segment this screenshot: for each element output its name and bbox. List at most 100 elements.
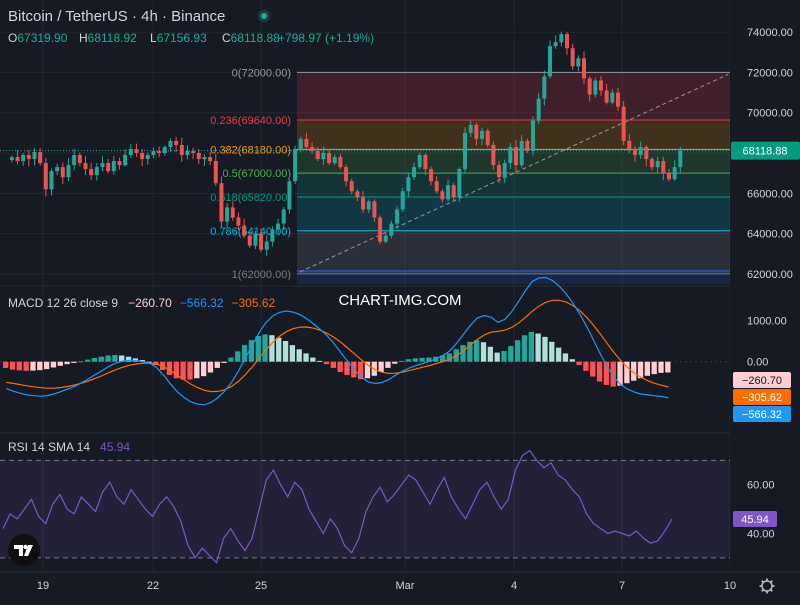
- candle-body[interactable]: [276, 223, 281, 230]
- macd-histogram-bar[interactable]: [583, 361, 589, 371]
- candle-body[interactable]: [89, 169, 94, 176]
- candle-body[interactable]: [208, 157, 213, 162]
- macd-histogram-bar[interactable]: [426, 357, 432, 362]
- candle-body[interactable]: [253, 233, 258, 246]
- macd-histogram-bar[interactable]: [392, 361, 398, 364]
- candle-body[interactable]: [417, 155, 422, 168]
- macd-histogram-bar[interactable]: [173, 361, 179, 379]
- candle-body[interactable]: [281, 209, 286, 224]
- macd-histogram-bar[interactable]: [398, 360, 405, 362]
- macd-histogram-bar[interactable]: [337, 361, 343, 373]
- candle-body[interactable]: [502, 163, 507, 178]
- macd-histogram-bar[interactable]: [467, 341, 473, 362]
- macd-histogram-bar[interactable]: [276, 337, 282, 362]
- candle-body[interactable]: [145, 155, 150, 160]
- macd-histogram-bar[interactable]: [187, 361, 193, 380]
- candle-body[interactable]: [525, 140, 530, 151]
- candle-body[interactable]: [106, 163, 111, 172]
- candle-body[interactable]: [225, 207, 230, 222]
- candle-body[interactable]: [298, 138, 303, 149]
- candle-body[interactable]: [497, 165, 502, 178]
- macd-histogram-bar[interactable]: [132, 358, 139, 362]
- candle-body[interactable]: [559, 34, 564, 43]
- candle-body[interactable]: [26, 155, 31, 160]
- candle-body[interactable]: [157, 150, 162, 154]
- candle-body[interactable]: [327, 153, 332, 164]
- macd-histogram-bar[interactable]: [248, 340, 255, 362]
- macd-histogram-bar[interactable]: [50, 361, 57, 368]
- candle-body[interactable]: [389, 223, 394, 236]
- fib-trend-line[interactable]: [299, 73, 729, 273]
- macd-histogram-bar[interactable]: [378, 361, 384, 373]
- candle-body[interactable]: [412, 167, 417, 178]
- macd-histogram-bar[interactable]: [508, 345, 514, 362]
- candle-body[interactable]: [468, 124, 473, 133]
- candle-body[interactable]: [666, 173, 671, 180]
- candle-body[interactable]: [162, 146, 167, 154]
- macd-histogram-bar[interactable]: [617, 361, 623, 386]
- macd-histogram-bar[interactable]: [119, 355, 125, 362]
- macd-histogram-bar[interactable]: [303, 353, 309, 362]
- candle-body[interactable]: [632, 148, 637, 156]
- candle-body[interactable]: [196, 153, 201, 160]
- candle-body[interactable]: [128, 148, 133, 156]
- macd-histogram-bar[interactable]: [357, 361, 364, 380]
- candle-body[interactable]: [548, 46, 553, 77]
- candle-body[interactable]: [9, 157, 14, 161]
- candle-body[interactable]: [644, 146, 649, 160]
- candle-body[interactable]: [485, 130, 490, 145]
- macd-histogram-bar[interactable]: [330, 361, 336, 368]
- candle-body[interactable]: [378, 217, 383, 242]
- macd-histogram-bar[interactable]: [241, 345, 248, 362]
- candle-body[interactable]: [219, 183, 224, 222]
- candle-body[interactable]: [474, 124, 479, 139]
- candle-body[interactable]: [287, 181, 292, 210]
- candle-body[interactable]: [230, 207, 235, 218]
- macd-histogram-bar[interactable]: [631, 361, 637, 381]
- candle-body[interactable]: [581, 58, 586, 79]
- candle-body[interactable]: [344, 167, 349, 182]
- macd-histogram-bar[interactable]: [296, 349, 302, 362]
- candle-body[interactable]: [440, 191, 445, 200]
- candle-body[interactable]: [480, 130, 485, 139]
- macd-histogram-bar[interactable]: [344, 361, 350, 375]
- candle-body[interactable]: [451, 185, 456, 198]
- macd-histogram-bar[interactable]: [16, 361, 22, 371]
- macd-histogram-bar[interactable]: [446, 353, 453, 362]
- macd-histogram-bar[interactable]: [262, 334, 268, 362]
- candle-body[interactable]: [542, 76, 547, 99]
- macd-histogram-bar[interactable]: [521, 335, 528, 362]
- macd-histogram-bar[interactable]: [569, 359, 575, 362]
- candle-body[interactable]: [372, 201, 377, 218]
- macd-signal-line[interactable]: [6, 299, 669, 393]
- macd-histogram-bar[interactable]: [644, 361, 651, 376]
- macd-histogram-bar[interactable]: [528, 331, 534, 362]
- macd-histogram-bar[interactable]: [125, 356, 132, 362]
- macd-histogram-bar[interactable]: [153, 361, 159, 366]
- macd-histogram-bar[interactable]: [317, 360, 323, 362]
- candle-body[interactable]: [576, 58, 581, 67]
- candle-body[interactable]: [242, 225, 247, 236]
- candle-body[interactable]: [236, 217, 241, 226]
- candle-body[interactable]: [100, 163, 105, 168]
- macd-histogram-bar[interactable]: [228, 357, 234, 362]
- macd-histogram-bar[interactable]: [576, 361, 582, 366]
- candle-body[interactable]: [202, 157, 207, 160]
- candle-body[interactable]: [264, 241, 269, 250]
- candle-body[interactable]: [446, 185, 451, 200]
- macd-histogram-bar[interactable]: [535, 333, 541, 362]
- candle-body[interactable]: [270, 229, 275, 242]
- macd-histogram-bar[interactable]: [323, 361, 330, 365]
- candle-body[interactable]: [508, 146, 513, 164]
- candle-body[interactable]: [395, 209, 400, 224]
- macd-histogram-bar[interactable]: [98, 356, 104, 362]
- candle-body[interactable]: [604, 90, 609, 103]
- macd-histogram-bar[interactable]: [146, 361, 152, 363]
- candle-body[interactable]: [55, 167, 60, 172]
- macd-histogram-bar[interactable]: [610, 361, 616, 387]
- candle-body[interactable]: [213, 161, 218, 184]
- candle-body[interactable]: [293, 148, 298, 182]
- candle-body[interactable]: [627, 140, 632, 149]
- macd-histogram-bar[interactable]: [474, 340, 480, 362]
- macd-histogram-bar[interactable]: [460, 345, 466, 362]
